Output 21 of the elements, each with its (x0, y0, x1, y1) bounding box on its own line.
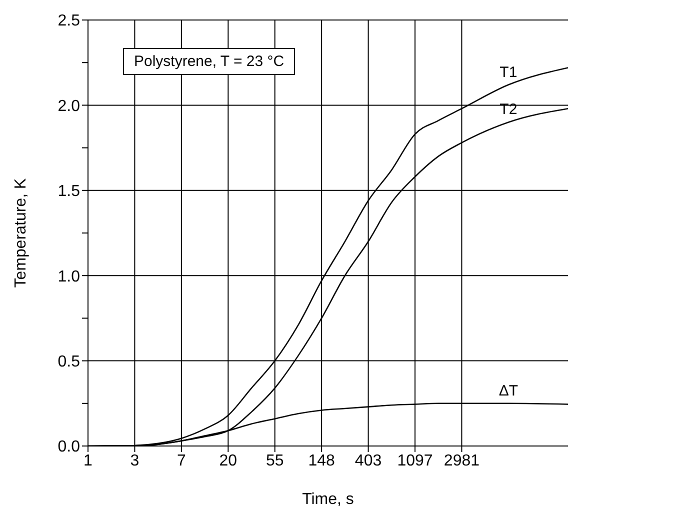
x-axis-title: Time, s (302, 491, 354, 508)
x-tick-label: 55 (266, 452, 284, 470)
y-tick-label: 0.5 (58, 353, 80, 370)
y-tick-label: 2.5 (58, 12, 80, 30)
y-tick-label: 1.0 (58, 268, 80, 286)
x-tick-label: 3 (130, 452, 140, 470)
x-tick-label: 148 (308, 452, 336, 470)
y-tick-label: 0.0 (58, 438, 80, 456)
x-tick-label: 2981 (444, 452, 480, 470)
y-tick-label: 2.0 (58, 98, 80, 115)
x-tick-label: 403 (354, 452, 382, 470)
x-tick-label: 1097 (397, 452, 433, 470)
series-label: ΔT (498, 382, 518, 400)
x-tick-label: 1 (84, 452, 93, 470)
annotation: Polystyrene, T = 23 °C (123, 48, 296, 75)
series-label: T1 (500, 64, 518, 81)
x-tick-label: 7 (176, 452, 186, 470)
y-tick-label: 1.5 (58, 183, 80, 200)
x-tick-label: 20 (219, 452, 238, 470)
y-axis-title: Temperature, K (12, 178, 30, 288)
series-label: T2 (500, 101, 518, 118)
